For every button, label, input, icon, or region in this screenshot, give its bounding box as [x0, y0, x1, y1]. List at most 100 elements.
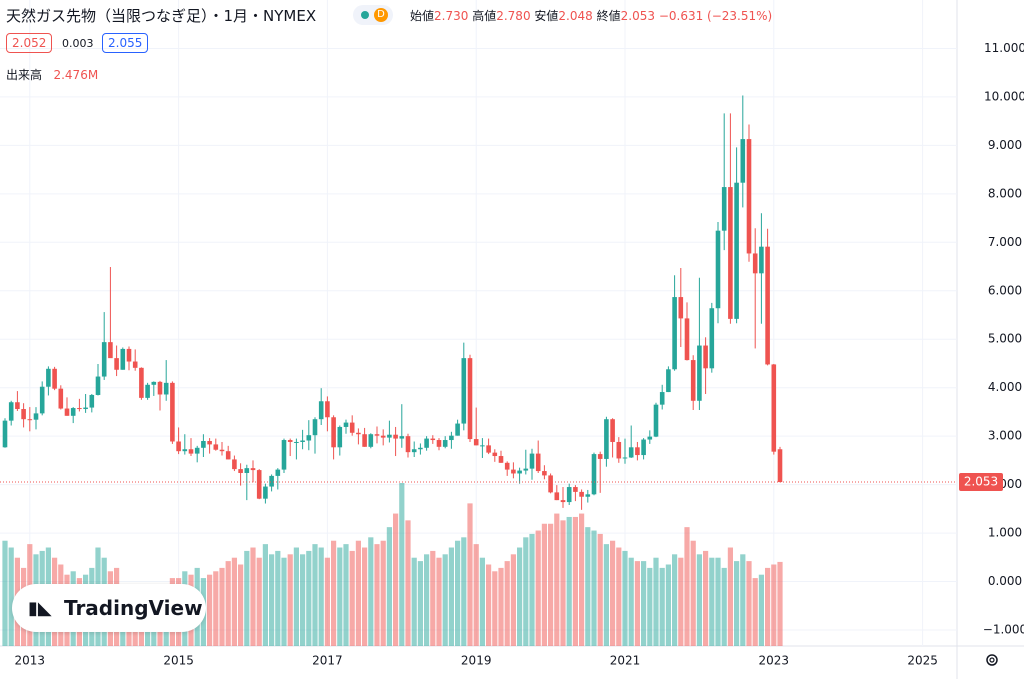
volume-bar	[678, 557, 684, 646]
candle-body	[746, 139, 752, 254]
volume-bar	[417, 561, 423, 646]
candle-body	[678, 297, 684, 319]
candle-body	[318, 401, 324, 420]
candle-body	[765, 246, 770, 365]
close-label: 終値	[596, 9, 621, 23]
candle-body	[21, 409, 26, 420]
volume-bar	[517, 547, 523, 646]
volume-bar	[262, 544, 268, 646]
candle-body	[182, 449, 188, 452]
candle-body	[418, 447, 423, 450]
volume-bar	[548, 523, 554, 646]
candle-body	[312, 419, 318, 436]
status-badge[interactable]: D	[353, 5, 393, 25]
volume-bar	[591, 530, 597, 646]
candle-body	[573, 487, 578, 492]
volume-bar	[554, 513, 560, 646]
candle-body	[120, 348, 126, 370]
candle-body	[430, 438, 436, 441]
candle-body	[480, 445, 485, 447]
volume-bar	[231, 557, 237, 646]
volume-bar	[244, 550, 250, 646]
spread: 0.003	[62, 37, 94, 50]
volume-bar	[504, 561, 510, 646]
candle-body	[635, 447, 640, 456]
volume-bar	[269, 554, 275, 646]
sell-button[interactable]: 2.052	[6, 33, 53, 53]
candle-body	[387, 434, 392, 438]
y-tick-label: 10.000	[984, 89, 1024, 103]
volume-bar	[374, 544, 380, 646]
candle-body	[721, 187, 727, 231]
y-tick-label: 3.000	[988, 429, 1022, 443]
candle-body	[585, 494, 591, 497]
grid	[0, 0, 957, 646]
volume-bar	[498, 567, 504, 646]
volume-bar	[312, 544, 318, 646]
candle-body	[399, 436, 405, 439]
open-label: 始値	[410, 9, 435, 23]
candle-body	[393, 434, 398, 439]
candle-body	[672, 297, 677, 370]
candle-body	[126, 348, 132, 362]
candle-body	[58, 388, 64, 409]
market-dot	[361, 11, 369, 19]
candle-body	[374, 434, 380, 436]
candle-body	[263, 486, 268, 499]
gear-center	[989, 657, 995, 663]
volume-bar	[628, 557, 634, 646]
volume-bar	[684, 527, 690, 646]
volume-bar	[455, 540, 461, 646]
candle-body	[467, 358, 473, 440]
candle-body	[690, 360, 696, 401]
buy-button[interactable]: 2.055	[102, 33, 149, 53]
volume-bar	[8, 547, 14, 646]
candle-body	[492, 452, 498, 457]
candle-body	[269, 475, 274, 487]
volume-bar	[281, 557, 287, 646]
candle-body	[380, 435, 386, 438]
volume-bar	[560, 520, 566, 646]
candle-body	[604, 419, 609, 459]
y-tick-label: 9.000	[988, 138, 1022, 152]
candle-body	[139, 367, 144, 398]
volume-bar	[306, 550, 312, 646]
candle-body	[163, 382, 169, 395]
candle-body	[244, 468, 250, 473]
volume-bar	[287, 554, 293, 646]
logo-mark: ▮◣	[28, 598, 52, 619]
candle-body	[325, 401, 330, 418]
volume-bar	[343, 544, 349, 646]
logo-text: TradingView	[64, 596, 203, 620]
volume-bar	[337, 547, 343, 646]
close-value: 2.053	[620, 9, 655, 23]
candle-body	[542, 471, 547, 476]
candle-body	[77, 408, 82, 410]
candle-body	[647, 436, 653, 440]
candle-body	[554, 492, 560, 501]
candle-body	[455, 423, 460, 436]
volume-bar	[324, 557, 330, 646]
candle-body	[610, 419, 615, 442]
volume-bar	[430, 550, 436, 646]
settings-icon[interactable]	[986, 654, 998, 666]
gear	[986, 654, 998, 666]
volume-bar	[411, 557, 417, 646]
candle-body	[238, 469, 243, 473]
volume-bar	[479, 557, 485, 646]
candle-body	[281, 440, 287, 470]
candle-body	[517, 470, 522, 474]
volume-bar	[641, 561, 647, 646]
high-value: 2.780	[496, 9, 531, 23]
candle-body	[52, 368, 57, 389]
y-tick-label: 8.000	[988, 186, 1022, 200]
candle-body	[132, 361, 138, 368]
volume-bar	[207, 574, 213, 646]
candle-body	[83, 407, 88, 410]
volume-bar	[399, 483, 405, 646]
candle-body	[622, 457, 628, 459]
x-tick-label: 2017	[312, 654, 343, 668]
volume-label: 出来高	[6, 68, 43, 82]
logo[interactable]: ▮◣ TradingView	[12, 584, 206, 632]
